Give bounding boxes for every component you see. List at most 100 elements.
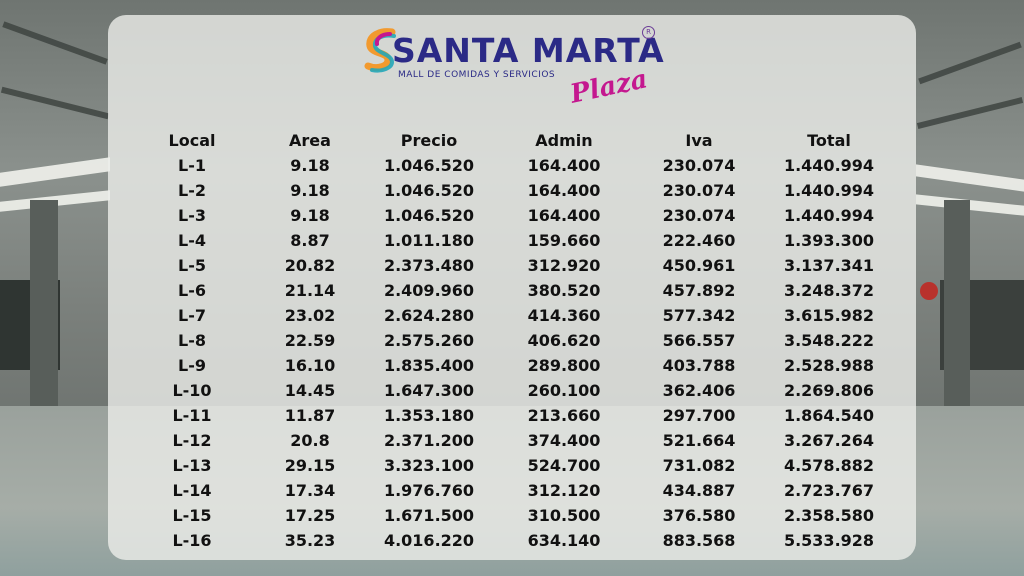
cell-iva: 883.568 (662, 531, 736, 550)
table-header-row: Local Area Precio Admin Iva Total (128, 128, 898, 153)
table-row: L-14 17.34 1.976.760 312.120 434.887 2.723.76… (128, 478, 898, 503)
cell-local: L-6 (178, 281, 206, 300)
cell-admin: 289.800 (527, 356, 601, 375)
cell-admin: 406.620 (527, 331, 601, 350)
cell-total: 5.533.928 (783, 531, 875, 550)
cell-precio: 4.016.220 (383, 531, 475, 550)
cell-area: 8.87 (290, 231, 330, 250)
skylight-right (916, 164, 1024, 192)
cell-precio: 1.046.520 (383, 156, 475, 175)
cell-precio: 3.323.100 (383, 456, 475, 475)
cell-iva: 376.580 (662, 506, 736, 525)
cell-local: L-10 (172, 381, 212, 400)
cell-admin: 164.400 (527, 156, 601, 175)
cell-admin: 164.400 (527, 181, 601, 200)
cell-local: L-3 (178, 206, 206, 225)
cell-admin: 159.660 (527, 231, 601, 250)
cell-precio: 2.373.480 (383, 256, 475, 275)
roof-beam (918, 41, 1022, 85)
header-precio: Precio (400, 131, 458, 150)
cell-local: L-9 (178, 356, 206, 375)
brand-title: SANTA MARTA (392, 31, 665, 70)
cell-area: 16.10 (284, 356, 336, 375)
cell-admin: 312.120 (527, 481, 601, 500)
cell-total: 3.548.222 (783, 331, 875, 350)
table-row: L-12 20.8 2.371.200 374.400 521.664 3.267.264 (128, 428, 898, 453)
cell-area: 23.02 (284, 306, 336, 325)
cell-precio: 1.046.520 (383, 206, 475, 225)
roof-beam (916, 97, 1024, 129)
cell-local: L-4 (178, 231, 206, 250)
cell-iva: 731.082 (662, 456, 736, 475)
skylight-right-2 (916, 194, 1024, 216)
table-row: L-2 9.18 1.046.520 164.400 230.074 1.440.994 (128, 178, 898, 203)
table-row: L-9 16.10 1.835.400 289.800 403.788 2.528.988 (128, 353, 898, 378)
cell-iva: 222.460 (662, 231, 736, 250)
cell-precio: 2.575.260 (383, 331, 475, 350)
cell-total: 1.440.994 (783, 156, 875, 175)
cell-admin: 634.140 (527, 531, 601, 550)
cell-area: 20.8 (290, 431, 330, 450)
cell-admin: 164.400 (527, 206, 601, 225)
cell-area: 17.34 (284, 481, 336, 500)
cell-total: 2.269.806 (783, 381, 875, 400)
table-row: L-1 9.18 1.046.520 164.400 230.074 1.440.994 (128, 153, 898, 178)
cell-area: 9.18 (290, 181, 330, 200)
cell-iva: 457.892 (662, 281, 736, 300)
header-iva: Iva (685, 131, 713, 150)
cell-area: 22.59 (284, 331, 336, 350)
cell-local: L-13 (172, 456, 212, 475)
cell-local: L-1 (178, 156, 206, 175)
cell-admin: 380.520 (527, 281, 601, 300)
cell-iva: 297.700 (662, 406, 736, 425)
table-row: L-13 29.15 3.323.100 524.700 731.082 4.578.88… (128, 453, 898, 478)
brand-mark-icon (364, 28, 396, 73)
cell-iva: 566.557 (662, 331, 736, 350)
cell-area: 20.82 (284, 256, 336, 275)
cell-area: 9.18 (290, 156, 330, 175)
cell-area: 35.23 (284, 531, 336, 550)
cell-admin: 310.500 (527, 506, 601, 525)
brand-subtitle: MALL DE COMIDAS Y SERVICIOS (398, 70, 556, 80)
brand-script: Plaza (567, 64, 651, 110)
cell-iva: 230.074 (662, 181, 736, 200)
cell-iva: 230.074 (662, 206, 736, 225)
cell-iva: 403.788 (662, 356, 736, 375)
table-row: L-10 14.45 1.647.300 260.100 362.406 2.269.80… (128, 378, 898, 403)
pillar (30, 200, 58, 440)
cell-iva: 521.664 (662, 431, 736, 450)
cell-local: L-11 (172, 406, 212, 425)
cell-precio: 1.046.520 (383, 181, 475, 200)
cell-total: 3.267.264 (783, 431, 875, 450)
cell-iva: 362.406 (662, 381, 736, 400)
cell-local: L-2 (178, 181, 206, 200)
cell-total: 3.137.341 (783, 256, 875, 275)
cell-iva: 450.961 (662, 256, 736, 275)
cell-total: 1.440.994 (783, 181, 875, 200)
cell-total: 3.248.372 (783, 281, 875, 300)
table-row: L-11 11.87 1.353.180 213.660 297.700 1.864.54… (128, 403, 898, 428)
cell-local: L-8 (178, 331, 206, 350)
cell-area: 21.14 (284, 281, 336, 300)
cell-precio: 1.976.760 (383, 481, 475, 500)
cell-total: 3.615.982 (783, 306, 875, 325)
table-row: L-5 20.82 2.373.480 312.920 450.961 3.137.341 (128, 253, 898, 278)
cell-precio: 1.011.180 (383, 231, 475, 250)
cell-admin: 374.400 (527, 431, 601, 450)
cell-local: L-16 (172, 531, 212, 550)
cell-total: 2.723.767 (783, 481, 875, 500)
cell-area: 11.87 (284, 406, 336, 425)
cell-total: 1.864.540 (783, 406, 875, 425)
price-card (108, 15, 916, 560)
table-row: L-6 21.14 2.409.960 380.520 457.892 3.248.372 (128, 278, 898, 303)
header-admin: Admin (535, 131, 593, 150)
registered-mark: R (642, 26, 655, 39)
cell-iva: 230.074 (662, 156, 736, 175)
cell-total: 2.358.580 (783, 506, 875, 525)
price-table: Local Area Precio Admin Iva Total L-1 9.1… (128, 128, 898, 553)
cell-total: 1.440.994 (783, 206, 875, 225)
table-row: L-15 17.25 1.671.500 310.500 376.580 2.358.58… (128, 503, 898, 528)
cell-total: 2.528.988 (783, 356, 875, 375)
cell-area: 14.45 (284, 381, 336, 400)
cell-local: L-5 (178, 256, 206, 275)
